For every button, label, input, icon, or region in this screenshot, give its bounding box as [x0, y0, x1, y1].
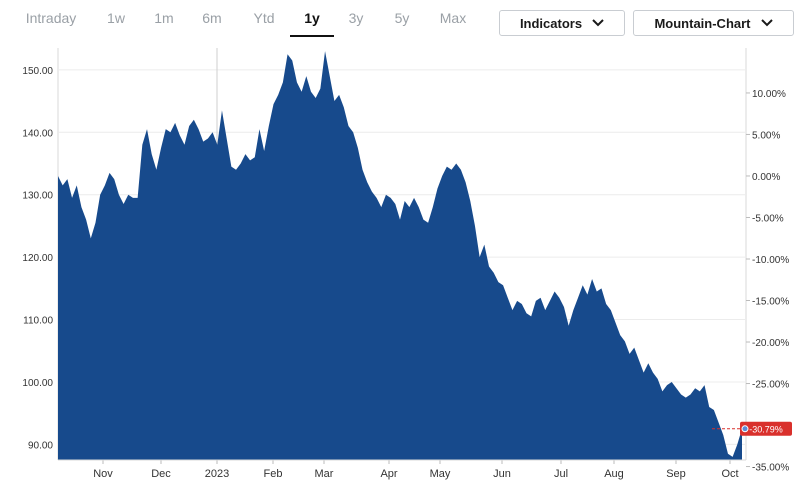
- price-area: [58, 51, 742, 461]
- left-price-axis: 90.00 100.00 110.00 120.00 130.00 140.00 150.0…: [22, 66, 53, 452]
- x-tick-label: Jul: [554, 468, 568, 480]
- tab-ytd[interactable]: Ytd: [253, 10, 275, 26]
- right-tick-label: -10.00%: [752, 255, 789, 266]
- indicators-label: Indicators: [519, 15, 583, 31]
- tab-1w[interactable]: 1w: [107, 10, 125, 26]
- tab-6m[interactable]: 6m: [202, 10, 222, 26]
- right-tick-label: 10.00%: [752, 89, 786, 100]
- right-tick-label: -15.00%: [752, 297, 789, 308]
- last-change-label: -30.79%: [749, 424, 783, 434]
- last-change-badge: [740, 421, 792, 436]
- x-tick-label: 2023: [205, 468, 229, 480]
- left-tick-label: 150.00: [22, 66, 53, 77]
- last-point-dot: [741, 425, 749, 433]
- right-tick-label: 5.00%: [752, 130, 780, 141]
- x-tick-label: Oct: [721, 468, 738, 480]
- left-tick-label: 100.00: [22, 378, 53, 389]
- last-change-marker: -30.79%: [712, 421, 792, 436]
- chart-type-label: Mountain-Chart: [654, 15, 751, 31]
- x-tick-label: Apr: [380, 468, 397, 480]
- tab-max[interactable]: Max: [439, 10, 467, 26]
- x-tick-label: May: [430, 468, 451, 480]
- tab-5y[interactable]: 5y: [394, 10, 410, 26]
- chevron-down-icon: [760, 19, 773, 27]
- right-percent-axis: 10.00% 5.00% 0.00% -5.00% -10.00% -15.00% -20.…: [746, 89, 789, 474]
- x-tick-label: Feb: [264, 468, 283, 480]
- right-tick-label: -5.00%: [752, 213, 784, 224]
- x-tick-label: Jun: [493, 468, 511, 480]
- x-tick-label: Nov: [93, 468, 113, 480]
- right-tick-label: -35.00%: [752, 463, 789, 474]
- x-tick-label: Aug: [604, 468, 624, 480]
- tab-1m[interactable]: 1m: [154, 10, 174, 26]
- left-tick-label: 90.00: [28, 440, 53, 451]
- left-tick-label: 120.00: [22, 253, 53, 264]
- left-tick-label: 140.00: [22, 128, 53, 139]
- chart-toolbar: Intraday 1w 1m 6m Ytd 1y 3y 5y Max Indic…: [0, 0, 800, 46]
- chevron-down-icon: [592, 19, 604, 27]
- x-tick-label: Mar: [315, 468, 334, 480]
- left-tick-label: 110.00: [23, 316, 53, 327]
- left-tick-label: 130.00: [22, 191, 53, 202]
- active-tab-underline: [290, 35, 334, 37]
- price-chart[interactable]: 90.00 100.00 110.00 120.00 130.00 140.00 150.0…: [0, 46, 800, 488]
- tab-3y[interactable]: 3y: [348, 10, 364, 26]
- indicators-dropdown[interactable]: Indicators: [499, 10, 625, 36]
- tab-1y[interactable]: 1y: [304, 10, 320, 26]
- x-tick-label: Sep: [666, 468, 686, 480]
- x-axis: Nov Dec 2023 Feb Mar Apr May Jun Jul Aug Sep Oct: [58, 459, 746, 480]
- x-tick-label: Dec: [151, 468, 171, 480]
- right-tick-label: 0.00%: [752, 172, 780, 183]
- chart-type-dropdown[interactable]: Mountain-Chart: [633, 10, 794, 36]
- right-tick-label: -25.00%: [752, 380, 789, 391]
- tab-intraday[interactable]: Intraday: [25, 10, 77, 26]
- right-tick-label: -20.00%: [752, 338, 789, 349]
